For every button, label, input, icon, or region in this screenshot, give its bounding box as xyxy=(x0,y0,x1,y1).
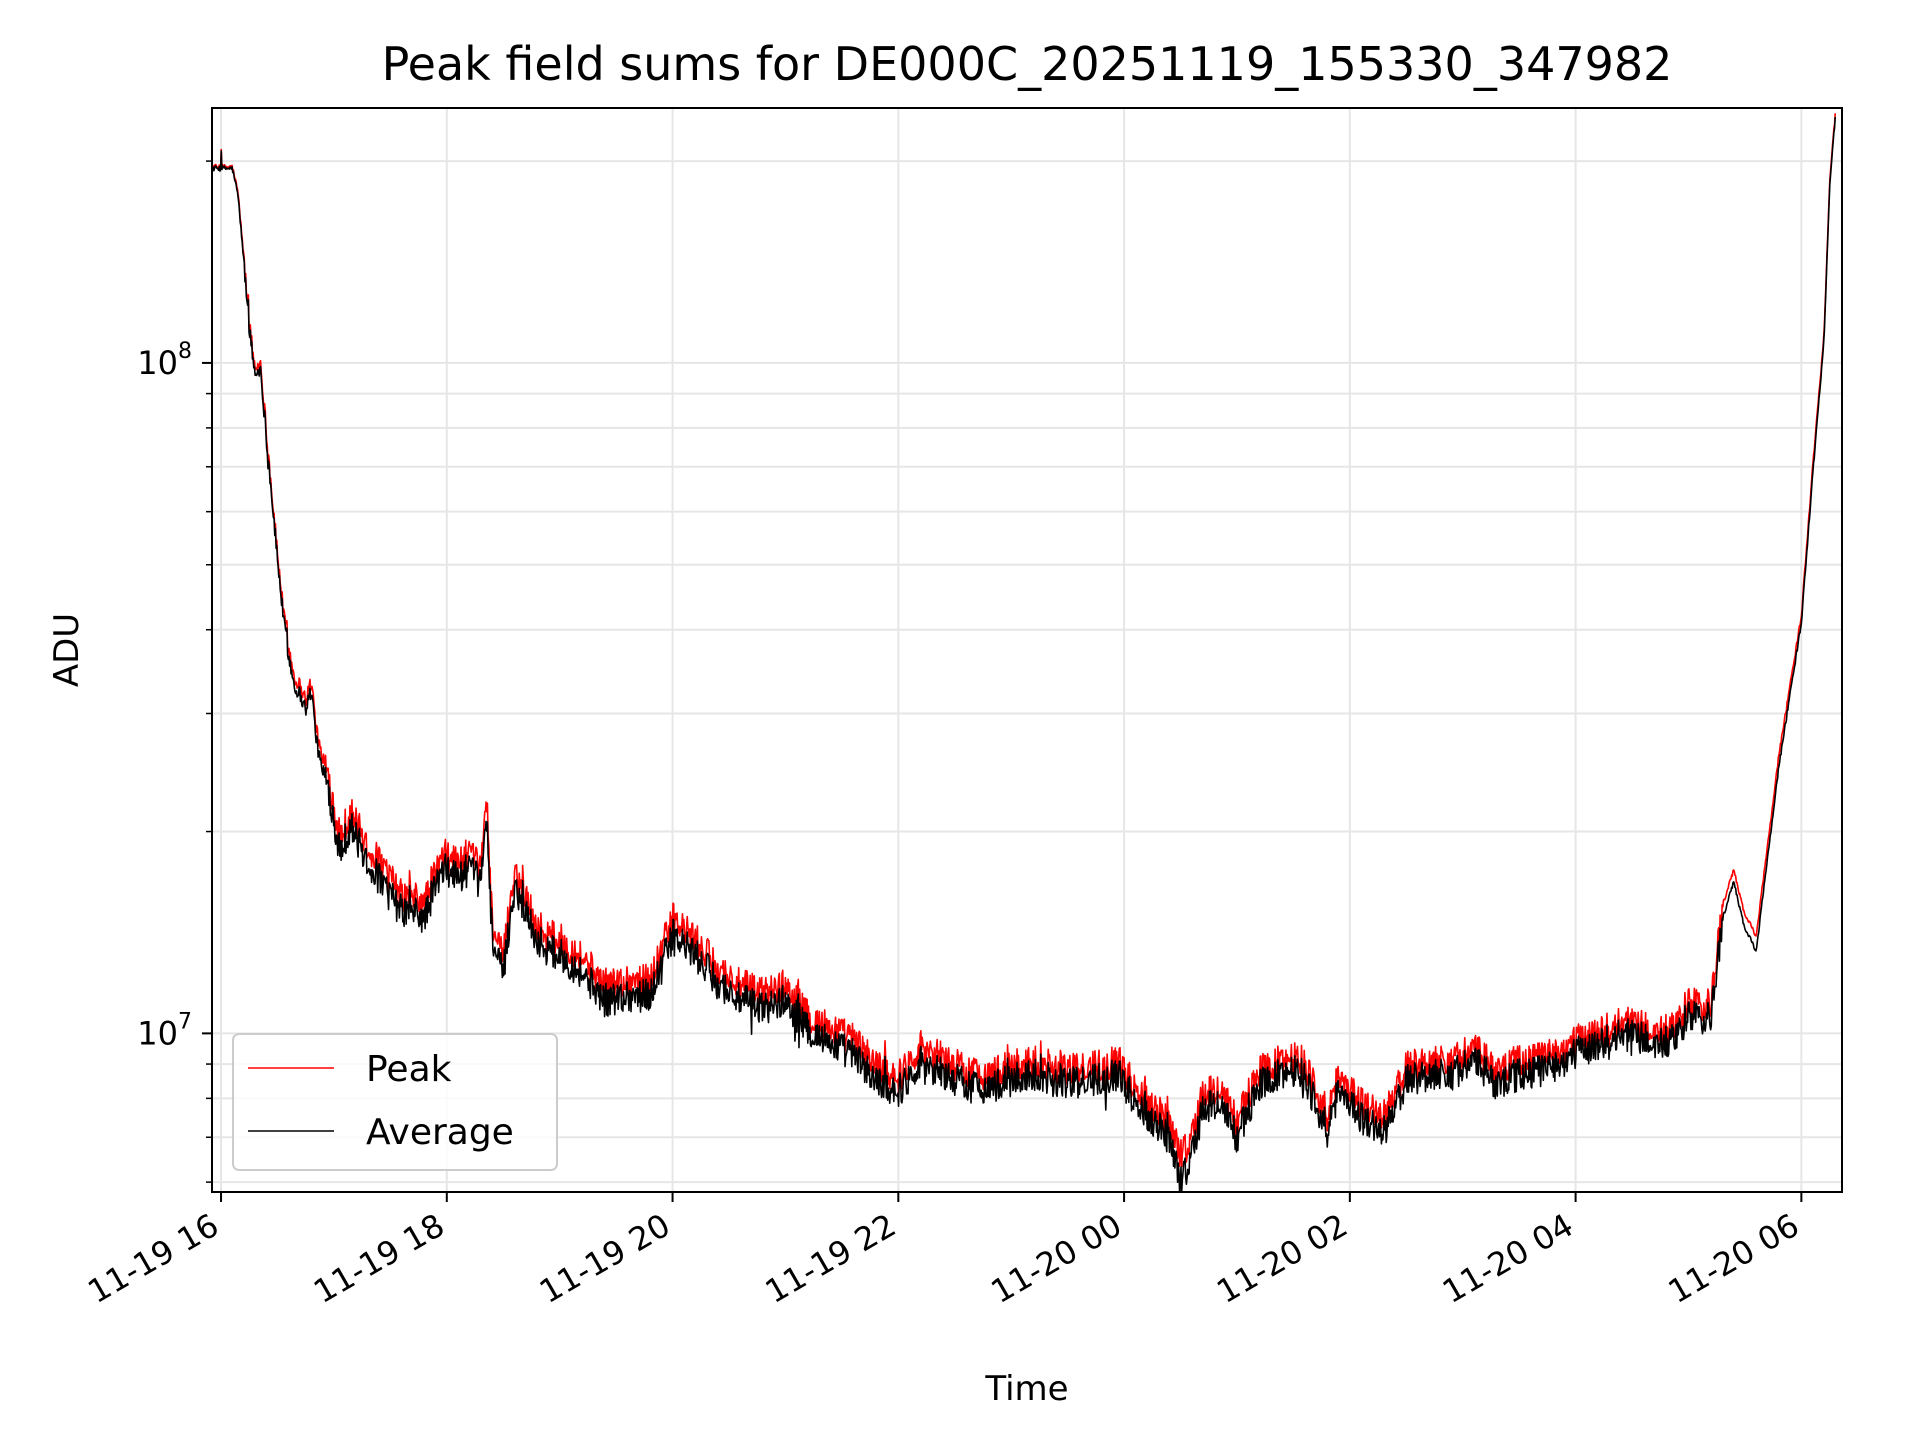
plot-frame xyxy=(211,107,1843,1193)
x-axis-label: Time xyxy=(984,1369,1068,1409)
y-tick-label: 107 xyxy=(137,1009,192,1052)
series-line-average xyxy=(212,117,1837,1192)
y-tick-label: 108 xyxy=(137,339,192,382)
legend-average-label: Average xyxy=(366,1112,514,1153)
legend-peak-label: Peak xyxy=(366,1049,452,1090)
chart-title: Peak field sums for DE000C_20251119_1553… xyxy=(382,37,1673,91)
series-layer xyxy=(212,113,1837,1192)
y-axis-label: ADU xyxy=(47,613,87,687)
legend: Peak Average xyxy=(232,1033,558,1171)
